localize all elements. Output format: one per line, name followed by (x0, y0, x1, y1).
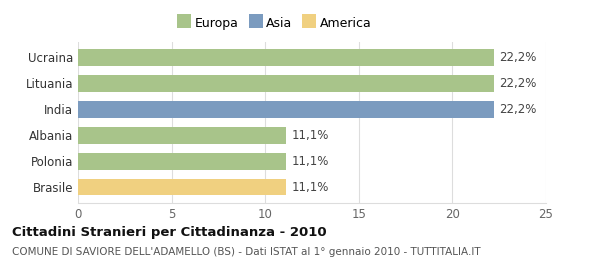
Bar (78, 101, 494, 118)
Text: 22,2%: 22,2% (499, 77, 536, 90)
Bar (78, 75, 494, 92)
Text: 11,1%: 11,1% (292, 155, 329, 168)
Text: COMUNE DI SAVIORE DELL'ADAMELLO (BS) - Dati ISTAT al 1° gennaio 2010 - TUTTITALI: COMUNE DI SAVIORE DELL'ADAMELLO (BS) - D… (12, 247, 481, 257)
Text: 22,2%: 22,2% (499, 103, 536, 116)
Bar (78, 179, 286, 196)
Bar (78, 49, 494, 66)
Text: 11,1%: 11,1% (292, 180, 329, 193)
Bar (78, 127, 286, 144)
Text: Cittadini Stranieri per Cittadinanza - 2010: Cittadini Stranieri per Cittadinanza - 2… (12, 226, 326, 239)
Text: 22,2%: 22,2% (499, 51, 536, 64)
Text: 11,1%: 11,1% (292, 129, 329, 142)
Bar (78, 153, 286, 170)
Legend: Europa, Asia, America: Europa, Asia, America (175, 14, 374, 32)
